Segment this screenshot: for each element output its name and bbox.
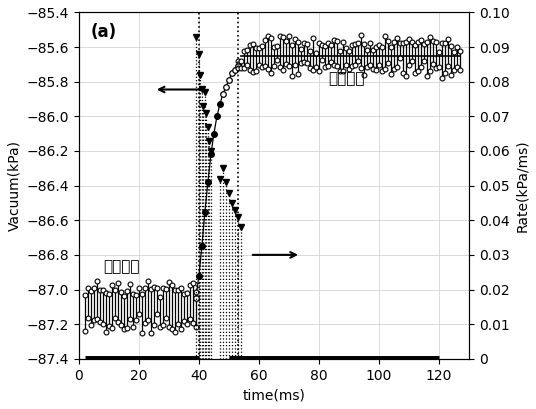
Text: (a): (a) [91, 23, 117, 41]
Y-axis label: Rate(kPa/ms): Rate(kPa/ms) [515, 139, 529, 232]
Y-axis label: Vacuum(kPa): Vacuum(kPa) [7, 140, 21, 231]
Text: 元件吸附: 元件吸附 [103, 259, 139, 274]
X-axis label: time(ms): time(ms) [242, 388, 306, 402]
Text: 元件掉落: 元件掉落 [328, 71, 364, 86]
